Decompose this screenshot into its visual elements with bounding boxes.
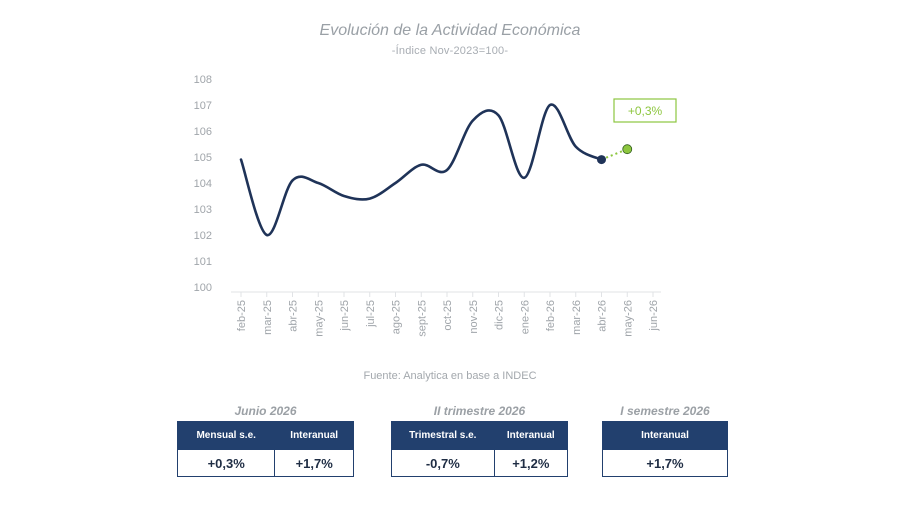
x-tick-label: mar-25 — [262, 300, 274, 335]
kpi-value: +1,7% — [274, 449, 354, 477]
kpi-value: +1,2% — [493, 449, 569, 477]
y-tick-label: 108 — [194, 74, 212, 86]
kpi-table: Trimestral s.e. Interanual -0,7% +1,2% — [391, 421, 569, 477]
chart-source: Fuente: Analytica en base a INDEC — [363, 370, 537, 382]
kpi-header: Interanual — [602, 421, 728, 450]
x-tick-label: may-25 — [313, 300, 325, 337]
y-tick-label: 104 — [194, 178, 212, 190]
panel-junio-2026: Junio 2026 Mensual s.e. Interanual +0,3%… — [176, 403, 354, 477]
y-tick-label: 101 — [194, 256, 212, 268]
x-tick-label: abr-25 — [288, 300, 300, 332]
chart-area: Evolución de la Actividad Económica -Índ… — [194, 22, 677, 382]
panel-title: Junio 2026 — [234, 404, 297, 418]
kpi-value: -0,7% — [391, 449, 495, 477]
y-tick-label: 103 — [194, 204, 212, 216]
chart-subtitle: -Índice Nov-2023=100- — [391, 45, 509, 57]
x-tick-label: ene-26 — [519, 300, 531, 334]
y-tick-label: 107 — [194, 100, 212, 112]
line-chart: 108 107 106 105 104 103 102 101 100 feb-25 mar-25 a… — [194, 74, 677, 337]
x-tick-label: mar-26 — [571, 300, 583, 335]
panel-i-semestre-2026: I semestre 2026 Interanual +1,7% — [602, 403, 728, 477]
kpi-value: +0,3% — [176, 449, 276, 477]
kpi-header: Mensual s.e. — [176, 421, 276, 450]
x-tick-label: nov-25 — [468, 300, 480, 334]
annotation-box — [613, 98, 677, 123]
x-tick-label: feb-25 — [236, 300, 248, 331]
kpi-header: Interanual — [493, 421, 569, 450]
x-tick-label: oct-25 — [442, 300, 454, 331]
x-tick-label: ago-25 — [391, 300, 403, 334]
x-tick-label: feb-26 — [545, 300, 557, 331]
x-tick-label: jun-26 — [648, 300, 660, 332]
data-point-may-26 — [597, 155, 606, 165]
x-tick-label: may-26 — [622, 300, 634, 337]
chart-title: Evolución de la Actividad Económica — [319, 22, 581, 39]
data-point-jun-26 — [622, 144, 633, 155]
x-tick-label: sept-25 — [416, 300, 428, 337]
panel-title: I semestre 2026 — [620, 404, 710, 418]
y-tick-label: 106 — [194, 126, 212, 138]
x-tick-label: jun-25 — [339, 300, 351, 332]
series-line-actividad — [239, 103, 603, 237]
x-tick-label: abr-26 — [597, 300, 609, 332]
panel-title: II trimestre 2026 — [433, 404, 526, 418]
kpi-value: +1,7% — [602, 449, 728, 477]
y-tick-label: 105 — [194, 152, 212, 164]
kpi-header: Interanual — [274, 421, 354, 450]
x-tick-label: jul-25 — [365, 300, 377, 328]
annotation-label: +0,3% — [628, 104, 663, 118]
kpi-table: Mensual s.e. Interanual +0,3% +1,7% — [176, 421, 354, 477]
x-tick-label: dic-25 — [494, 300, 506, 330]
y-tick-label: 102 — [194, 230, 212, 242]
kpi-table: Interanual +1,7% — [602, 421, 728, 477]
y-tick-label: 100 — [194, 282, 212, 294]
kpi-header: Trimestral s.e. — [391, 421, 495, 450]
panel-ii-trimestre-2026: II trimestre 2026 Trimestral s.e. Intera… — [391, 403, 569, 477]
